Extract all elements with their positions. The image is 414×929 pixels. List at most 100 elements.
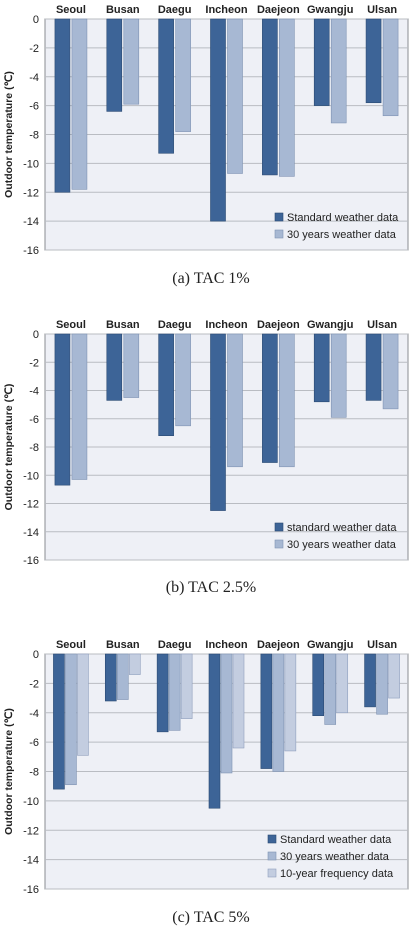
figure-caption: (c) TAC 5% bbox=[172, 909, 250, 926]
y-axis-label: Outdoor temperature (℃) bbox=[3, 384, 15, 511]
bar bbox=[106, 18, 123, 112]
bar bbox=[262, 333, 278, 463]
bar bbox=[53, 653, 65, 790]
legend-swatch bbox=[267, 851, 277, 861]
bar bbox=[284, 653, 297, 752]
y-tick-label: -14 bbox=[23, 855, 39, 867]
category-label: Incheon bbox=[205, 639, 247, 651]
bar bbox=[279, 18, 295, 177]
bar bbox=[106, 333, 123, 401]
y-tick-label: 0 bbox=[33, 14, 39, 26]
category-label: Incheon bbox=[205, 4, 247, 16]
bar bbox=[272, 653, 285, 772]
bar bbox=[71, 333, 88, 480]
y-axis-label: Outdoor temperature (℃) bbox=[3, 708, 15, 835]
y-tick-label: -2 bbox=[29, 678, 39, 690]
bar bbox=[77, 653, 89, 756]
legend-swatch bbox=[274, 229, 284, 239]
category-label: Seoul bbox=[56, 319, 86, 331]
figure-caption: (a) TAC 1% bbox=[172, 270, 250, 287]
bar bbox=[175, 18, 191, 132]
legend-swatch bbox=[267, 834, 277, 844]
bar bbox=[128, 653, 141, 675]
legend-swatch bbox=[274, 539, 284, 549]
bar bbox=[365, 18, 382, 104]
category-label: Gwangju bbox=[307, 4, 353, 16]
category-label: Daejeon bbox=[257, 4, 300, 16]
legend-label: Standard weather data bbox=[287, 212, 399, 224]
bar bbox=[54, 18, 71, 193]
chart-panel-2: 0 -2 -4 -6 -8 -10 -12 -14 -16 Outdoor temperature… bbox=[3, 319, 409, 596]
y-tick-label: -6 bbox=[29, 101, 39, 113]
category-label: Busan bbox=[106, 4, 140, 16]
bar bbox=[156, 653, 169, 733]
bar bbox=[208, 653, 221, 809]
bar bbox=[158, 18, 174, 154]
bar bbox=[123, 333, 140, 398]
bar bbox=[123, 18, 140, 105]
y-tick-label: -10 bbox=[23, 158, 39, 170]
bar bbox=[330, 333, 347, 418]
y-tick-label: -12 bbox=[23, 825, 39, 837]
y-tick-label: -6 bbox=[29, 414, 39, 426]
y-tick-label: -10 bbox=[23, 470, 39, 482]
bar bbox=[104, 653, 117, 702]
bar bbox=[382, 18, 399, 117]
y-tick-label: -2 bbox=[29, 357, 39, 369]
y-tick-label: 0 bbox=[33, 329, 39, 341]
category-label: Ulsan bbox=[367, 4, 397, 16]
y-tick-label: -6 bbox=[29, 737, 39, 749]
category-label: Ulsan bbox=[367, 319, 397, 331]
category-label: Daegu bbox=[158, 639, 192, 651]
category-label: Daejeon bbox=[257, 639, 300, 651]
figure-caption: (b) TAC 2.5% bbox=[166, 579, 256, 596]
bar bbox=[116, 653, 129, 700]
legend-label: 30 years weather data bbox=[280, 851, 390, 863]
y-tick-label: -14 bbox=[23, 216, 39, 228]
category-label: Busan bbox=[106, 319, 140, 331]
bar bbox=[376, 653, 388, 715]
y-tick-label: -16 bbox=[23, 245, 39, 257]
y-tick-label: -2 bbox=[29, 43, 39, 55]
bar bbox=[260, 653, 273, 769]
legend-swatch bbox=[274, 212, 284, 222]
legend-label: 10-year frequency data bbox=[280, 868, 394, 880]
legend-swatch bbox=[267, 868, 277, 878]
y-tick-label: -4 bbox=[29, 386, 39, 398]
bar bbox=[232, 653, 245, 749]
y-tick-label: -4 bbox=[29, 708, 39, 720]
bar bbox=[220, 653, 233, 774]
legend-label: Standard weather data bbox=[280, 834, 392, 846]
legend-swatch bbox=[274, 522, 284, 532]
bar bbox=[312, 653, 325, 716]
bar bbox=[330, 18, 347, 124]
category-label: Daegu bbox=[158, 319, 192, 331]
legend-label: 30 years weather data bbox=[287, 229, 397, 241]
category-label: Gwangju bbox=[307, 639, 353, 651]
y-tick-label: -10 bbox=[23, 796, 39, 808]
y-tick-label: -8 bbox=[29, 767, 39, 779]
category-label: Daegu bbox=[158, 4, 192, 16]
bar bbox=[262, 18, 278, 176]
category-label: Seoul bbox=[56, 639, 86, 651]
bar bbox=[65, 653, 77, 786]
y-tick-label: -16 bbox=[23, 555, 39, 567]
category-label: Incheon bbox=[205, 319, 247, 331]
bar bbox=[158, 333, 174, 436]
bar bbox=[210, 18, 226, 222]
bar bbox=[168, 653, 181, 731]
chart-panel-1: 0 -2 -4 -6 -8 -10 -12 -14 -16 Outdoor temperature… bbox=[3, 4, 409, 287]
category-label: Ulsan bbox=[367, 639, 397, 651]
bar bbox=[279, 333, 295, 468]
bar bbox=[175, 333, 191, 427]
bar bbox=[227, 333, 243, 468]
y-tick-label: -8 bbox=[29, 130, 39, 142]
y-tick-label: 0 bbox=[33, 649, 39, 661]
y-axis-label: Outdoor temperature (℃) bbox=[3, 71, 15, 198]
category-label: Seoul bbox=[56, 4, 86, 16]
bar bbox=[227, 18, 243, 174]
bar bbox=[364, 653, 376, 708]
legend-label: standard weather data bbox=[287, 522, 397, 534]
y-tick-label: -14 bbox=[23, 527, 39, 539]
